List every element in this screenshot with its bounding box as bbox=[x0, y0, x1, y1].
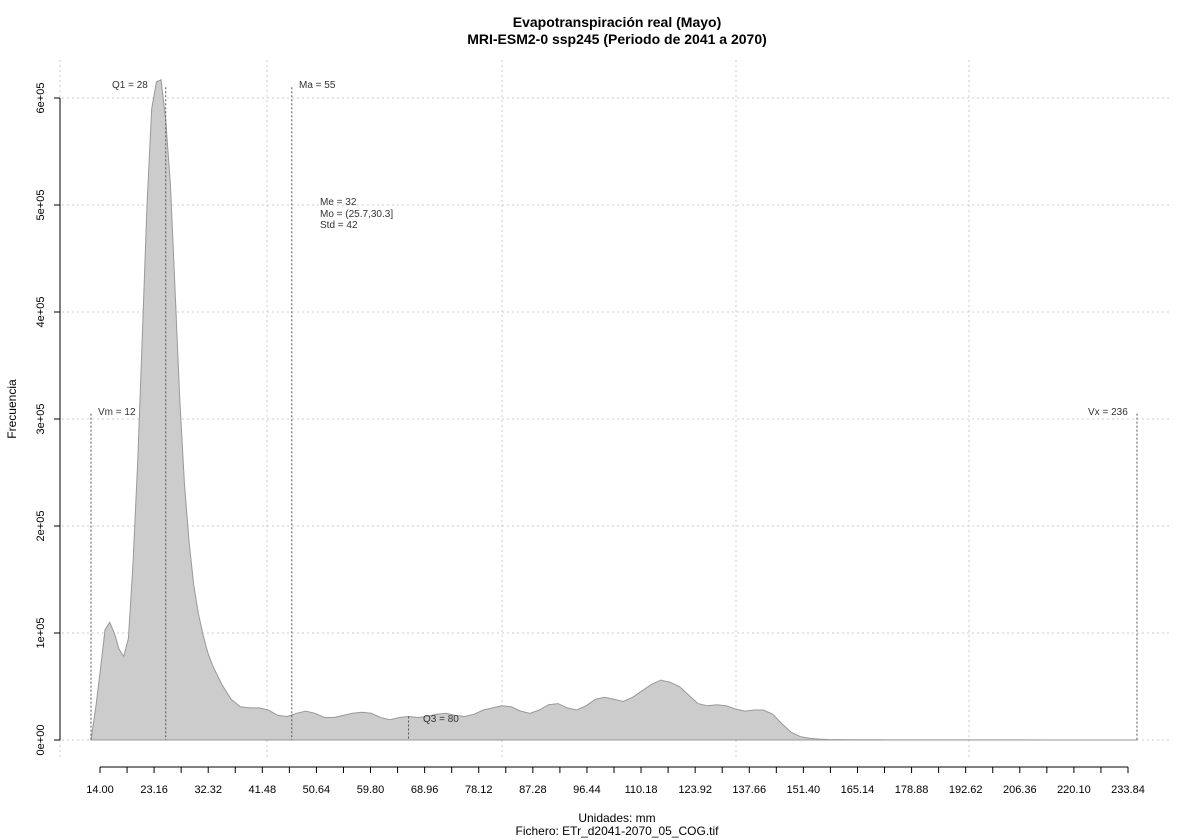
x-tick-label: 78.12 bbox=[465, 784, 493, 796]
density-area bbox=[90, 79, 1137, 741]
mode-label: Mo = (25.7,30.3] bbox=[320, 209, 394, 220]
y-tick-label: 2e+05 bbox=[35, 511, 47, 542]
chart-subtitle: MRI-ESM2-0 ssp245 (Periodo de 2041 a 207… bbox=[467, 31, 767, 47]
x-tick-label: 41.48 bbox=[249, 784, 277, 796]
min-value-label: Vm = 12 bbox=[98, 407, 136, 418]
y-tick-label: 1e+05 bbox=[35, 618, 47, 649]
x-tick-label: 178.88 bbox=[895, 784, 929, 796]
grid-lines bbox=[59, 60, 1170, 760]
y-tick-label: 3e+05 bbox=[35, 404, 47, 435]
y-axis: 0e+00 1e+05 2e+05 3e+05 4e+05 5e+05 6e+05 bbox=[35, 83, 61, 756]
y-tick-label: 4e+05 bbox=[35, 297, 47, 328]
x-tick-label: 233.84 bbox=[1111, 784, 1145, 796]
x-tick-label: 110.18 bbox=[625, 784, 658, 796]
x-tick-label: 87.28 bbox=[519, 784, 547, 796]
x-tick-label: 151.40 bbox=[787, 784, 821, 796]
x-tick-label: 32.32 bbox=[194, 784, 222, 796]
statistic-lines bbox=[90, 87, 1138, 740]
x-tick-label: 137.66 bbox=[732, 784, 766, 796]
q1-label: Q1 = 28 bbox=[112, 80, 148, 91]
x-tick-label: 220.10 bbox=[1057, 784, 1091, 796]
x-tick-label: 165.14 bbox=[841, 784, 875, 796]
x-tick-label: 192.62 bbox=[949, 784, 983, 796]
std-label: Std = 42 bbox=[320, 220, 358, 231]
x-axis-label: Unidades: mm bbox=[578, 811, 656, 825]
x-tick-label: 68.96 bbox=[411, 784, 439, 796]
x-tick-label: 23.16 bbox=[140, 784, 168, 796]
density-fill bbox=[90, 79, 1137, 741]
y-tick-label: 0e+00 bbox=[35, 725, 47, 756]
q3-label: Q3 = 80 bbox=[423, 714, 459, 725]
x-axis: 14.00 23.16 32.32 41.48 50.64 59.80 68.96 78.12… bbox=[86, 766, 1145, 796]
mean-label: Ma = 55 bbox=[299, 80, 336, 91]
y-tick-label: 6e+05 bbox=[35, 83, 47, 114]
y-axis-label: Frecuencia bbox=[5, 379, 19, 439]
x-tick-label: 50.64 bbox=[303, 784, 331, 796]
x-tick-label: 206.36 bbox=[1003, 784, 1037, 796]
median-label: Me = 32 bbox=[320, 197, 357, 208]
x-tick-label: 14.00 bbox=[86, 784, 114, 796]
x-tick-label: 123.92 bbox=[678, 784, 712, 796]
x-tick-label: 59.80 bbox=[357, 784, 385, 796]
y-tick-label: 5e+05 bbox=[35, 190, 47, 221]
x-tick-label: 96.44 bbox=[573, 784, 601, 796]
file-caption: Fichero: ETr_d2041-2070_05_COG.tif bbox=[515, 824, 719, 838]
chart-title: Evapotranspiración real (Mayo) bbox=[512, 14, 722, 30]
max-value-label: Vx = 236 bbox=[1088, 407, 1128, 418]
